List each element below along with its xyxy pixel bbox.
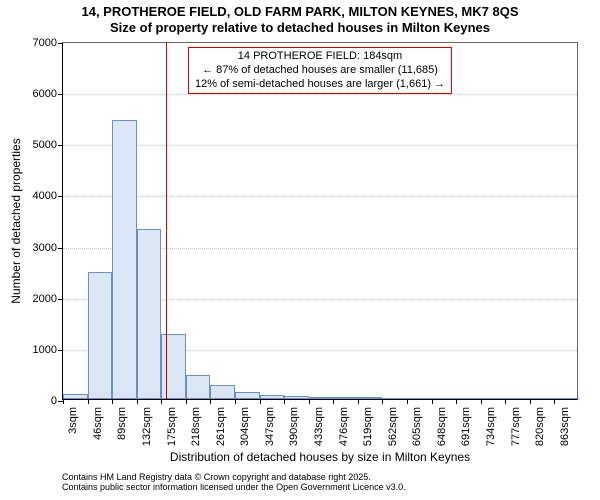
gridline (63, 145, 577, 146)
x-axis-label: Distribution of detached houses by size … (170, 450, 470, 464)
xtick-label: 3sqm (67, 407, 79, 434)
xtick-mark (505, 399, 506, 404)
histogram-bar (161, 334, 186, 399)
ytick-label: 5000 (33, 139, 57, 151)
footer-line2: Contains public sector information licen… (62, 482, 406, 492)
histogram-bar (137, 229, 162, 399)
xtick-mark (186, 399, 187, 404)
xtick-mark (137, 399, 138, 404)
xtick-mark (382, 399, 383, 404)
xtick-label: 648sqm (436, 407, 448, 446)
chart-title-line2: Size of property relative to detached ho… (0, 20, 600, 35)
histogram-bar (358, 397, 383, 399)
histogram-bar (210, 385, 235, 399)
xtick-mark (210, 399, 211, 404)
ytick-label: 7000 (33, 37, 57, 49)
gridline (63, 196, 577, 197)
histogram-bar (432, 398, 457, 399)
xtick-label: 777sqm (510, 407, 522, 446)
xtick-mark (554, 399, 555, 404)
ytick-label: 3000 (33, 242, 57, 254)
y-axis-label: Number of detached properties (9, 138, 23, 303)
xtick-mark (88, 399, 89, 404)
xtick-mark (432, 399, 433, 404)
xtick-label: 347sqm (264, 407, 276, 446)
xtick-label: 175sqm (166, 407, 178, 446)
xtick-label: 605sqm (411, 407, 423, 446)
histogram-bar (284, 396, 309, 399)
histogram-bar (235, 392, 260, 399)
ytick-mark (58, 196, 63, 197)
histogram-bar (186, 375, 211, 399)
ytick-label: 0 (51, 395, 57, 407)
xtick-label: 132sqm (141, 407, 153, 446)
xtick-label: 519sqm (362, 407, 374, 446)
xtick-mark (63, 399, 64, 404)
histogram-bar (260, 395, 285, 399)
xtick-label: 390sqm (288, 407, 300, 446)
xtick-label: 820sqm (534, 407, 546, 446)
chart-title-line1: 14, PROTHEROE FIELD, OLD FARM PARK, MILT… (0, 4, 600, 19)
histogram-bar (481, 398, 506, 399)
gridline (63, 94, 577, 95)
xtick-mark (112, 399, 113, 404)
annotation-line: ← 87% of detached houses are smaller (11… (195, 64, 445, 78)
xtick-label: 691sqm (460, 407, 472, 446)
histogram-bar (382, 398, 407, 399)
xtick-label: 863sqm (559, 407, 571, 446)
xtick-mark (407, 399, 408, 404)
xtick-mark (260, 399, 261, 404)
xtick-label: 218sqm (190, 407, 202, 446)
ytick-mark (58, 43, 63, 44)
histogram-bar (554, 398, 579, 399)
histogram-bar (88, 272, 113, 399)
annotation-line: 14 PROTHEROE FIELD: 184sqm (195, 50, 445, 64)
histogram-bar (63, 394, 88, 399)
xtick-mark (333, 399, 334, 404)
plot-area: 14 PROTHEROE FIELD: 184sqm← 87% of detac… (62, 42, 578, 400)
footer-line1: Contains HM Land Registry data © Crown c… (62, 472, 406, 482)
xtick-label: 46sqm (92, 407, 104, 440)
xtick-label: 476sqm (338, 407, 350, 446)
reference-line (166, 43, 167, 399)
histogram-bar (456, 398, 481, 399)
ytick-mark (58, 248, 63, 249)
ytick-mark (58, 299, 63, 300)
annotation-line: 12% of semi-detached houses are larger (… (195, 78, 445, 92)
xtick-mark (309, 399, 310, 404)
footer: Contains HM Land Registry data © Crown c… (62, 472, 406, 492)
xtick-mark (161, 399, 162, 404)
histogram-bar (112, 120, 137, 399)
histogram-bar (530, 398, 555, 399)
ytick-label: 1000 (33, 344, 57, 356)
histogram-bar (333, 397, 358, 399)
xtick-label: 304sqm (239, 407, 251, 446)
histogram-bar (407, 398, 432, 399)
ytick-label: 6000 (33, 88, 57, 100)
ytick-mark (58, 145, 63, 146)
ytick-label: 2000 (33, 293, 57, 305)
xtick-mark (284, 399, 285, 404)
xtick-label: 89sqm (116, 407, 128, 440)
histogram-bar (309, 397, 334, 399)
xtick-mark (235, 399, 236, 404)
xtick-mark (481, 399, 482, 404)
histogram-bar (505, 398, 530, 399)
ytick-label: 4000 (33, 190, 57, 202)
xtick-mark (358, 399, 359, 404)
xtick-label: 562sqm (387, 407, 399, 446)
ytick-mark (58, 350, 63, 351)
xtick-label: 734sqm (485, 407, 497, 446)
xtick-label: 261sqm (215, 407, 227, 446)
xtick-label: 433sqm (313, 407, 325, 446)
xtick-mark (530, 399, 531, 404)
annotation-box: 14 PROTHEROE FIELD: 184sqm← 87% of detac… (188, 47, 452, 94)
chart-container: { "title_line1": "14, PROTHEROE FIELD, O… (0, 0, 600, 500)
ytick-mark (58, 94, 63, 95)
xtick-mark (456, 399, 457, 404)
